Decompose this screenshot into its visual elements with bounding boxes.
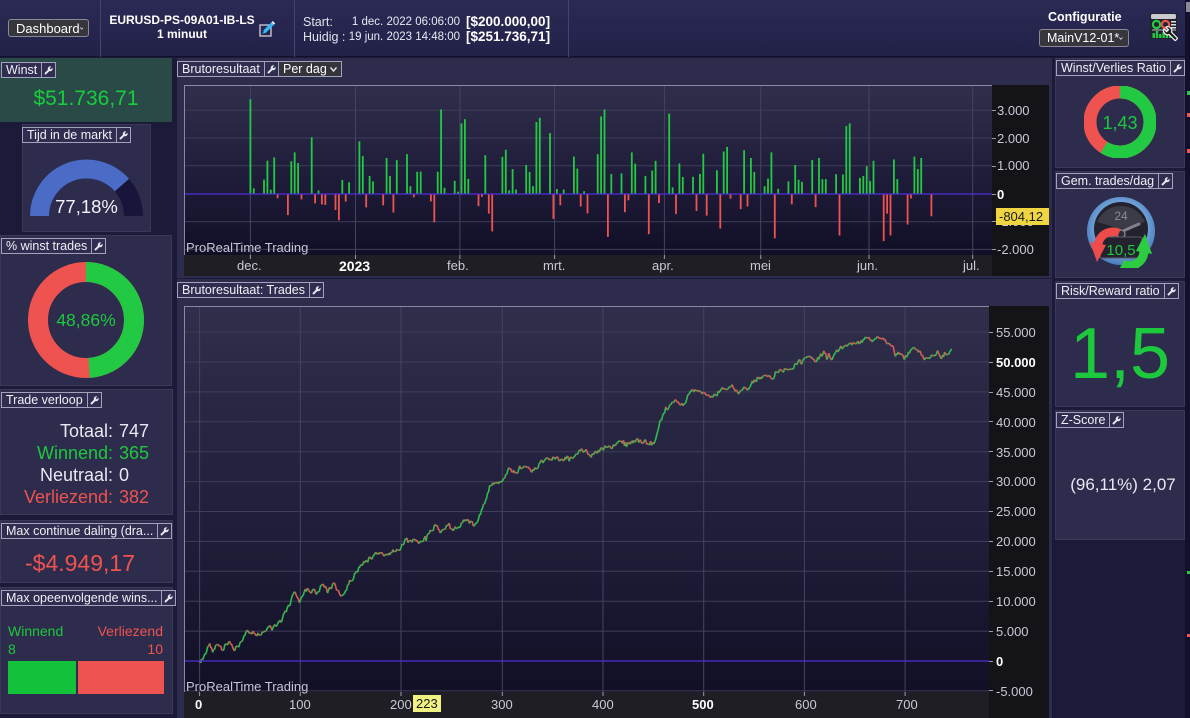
svg-text:24: 24 xyxy=(1114,209,1128,223)
